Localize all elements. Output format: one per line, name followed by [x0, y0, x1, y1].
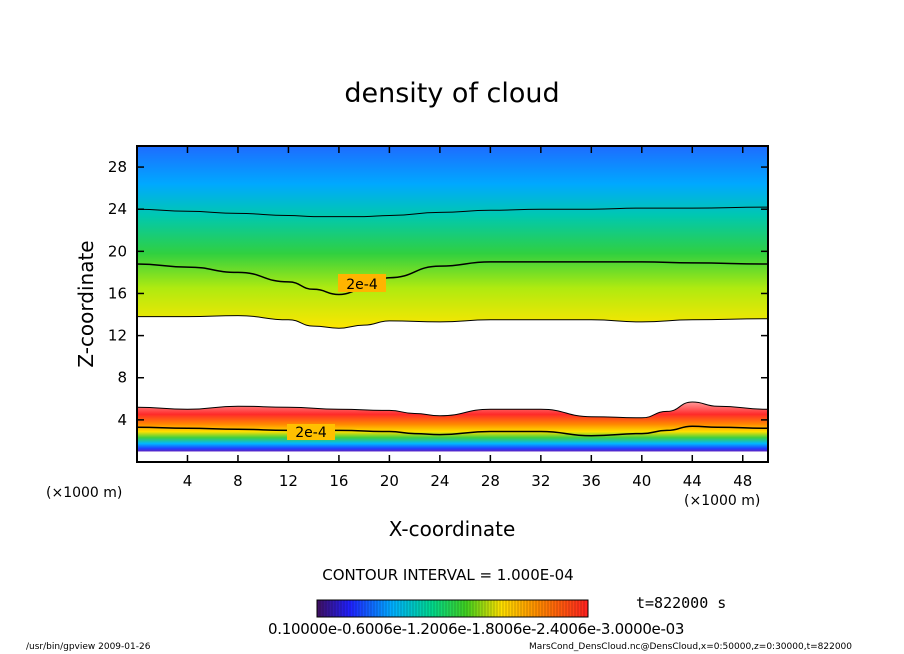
- upper-layer-top-contour: [137, 206, 768, 218]
- y-tick-label: 4: [117, 411, 127, 429]
- lower-layer-boundary: [137, 401, 768, 419]
- time-label: t=822000 s: [636, 594, 727, 612]
- upper-cloud-field: [137, 146, 768, 329]
- upper-contour-2e-4: [137, 261, 768, 296]
- y-tick-label: 28: [108, 158, 127, 176]
- y-tick-label: 20: [108, 242, 127, 260]
- upper-layer-boundary: [137, 315, 768, 329]
- upper-contour-label: 2e-4: [346, 277, 378, 293]
- lower-contour-label: 2e-4: [295, 425, 327, 441]
- y-tick-label: 12: [108, 327, 127, 345]
- contour-interval: CONTOUR INTERVAL = 1.000E-04: [322, 566, 574, 584]
- lower-cloud-field: [137, 402, 768, 452]
- x-tick-label: 24: [430, 472, 449, 490]
- x-tick-label: 28: [481, 472, 500, 490]
- y-tick-label: 8: [117, 369, 127, 387]
- colorbar-labels: 0.10000e-0.6006e-1.2006e-1.8006e-2.4006e…: [268, 620, 685, 638]
- y-unit-label: (×1000 m): [46, 485, 122, 501]
- footer-source: MarsCond_DensCloud.nc@DensCloud,x=0:5000…: [529, 642, 852, 652]
- colorbar: [316, 599, 589, 618]
- y-axis-label: Z-coordinate: [74, 240, 98, 367]
- x-tick-label: 16: [329, 472, 348, 490]
- chart-title: density of cloud: [344, 78, 559, 109]
- x-tick-label: 4: [183, 472, 193, 490]
- x-tick-label: 40: [632, 472, 651, 490]
- colorbar-stripes: [319, 600, 585, 617]
- x-tick-label: 8: [233, 472, 243, 490]
- footer-program: /usr/bin/gpview 2009-01-26: [26, 642, 151, 652]
- y-tick-label: 24: [108, 200, 127, 218]
- y-tick-label: 16: [108, 284, 127, 302]
- x-tick-label: 36: [582, 472, 601, 490]
- plot-area: [137, 146, 768, 452]
- x-tick-label: 48: [733, 472, 752, 490]
- x-tick-label: 32: [531, 472, 550, 490]
- x-unit-label: (×1000 m): [684, 493, 760, 509]
- lower-contour-2e-4: [137, 425, 768, 437]
- x-tick-label: 44: [683, 472, 702, 490]
- x-tick-label: 20: [380, 472, 399, 490]
- plot-frame: [136, 145, 769, 463]
- x-axis-label: X-coordinate: [389, 517, 516, 541]
- x-tick-label: 12: [279, 472, 298, 490]
